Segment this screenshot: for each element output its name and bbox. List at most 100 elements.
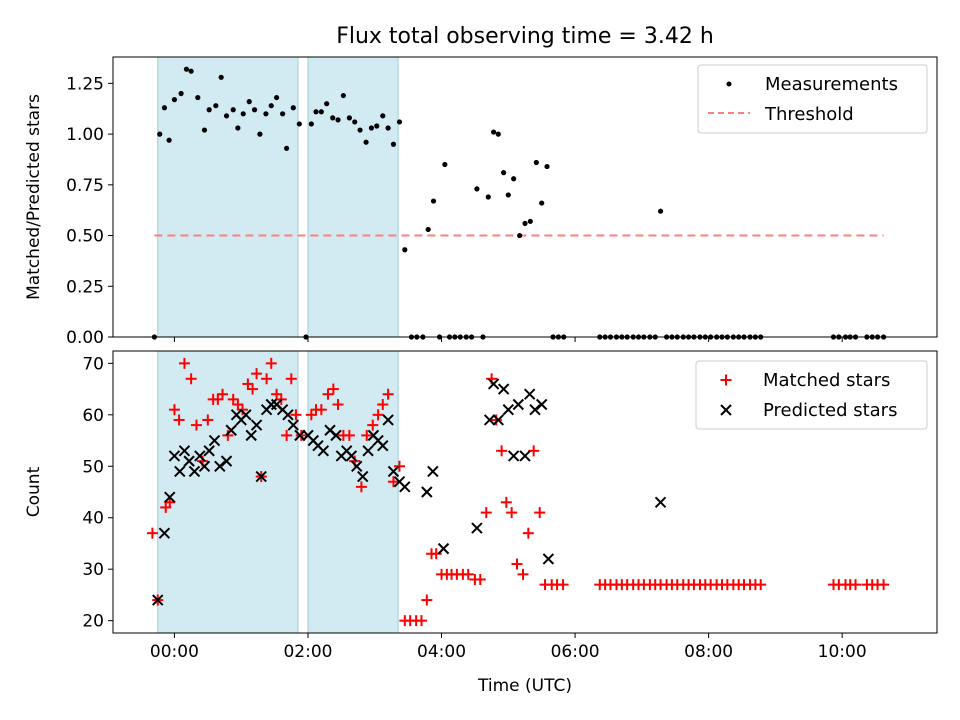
measurement-point-23	[280, 111, 286, 117]
legend-threshold-label: Threshold	[764, 104, 854, 125]
matched-point-7	[185, 373, 197, 385]
matched-point-10	[202, 414, 214, 426]
measurement-point-49	[425, 226, 431, 233]
legend-plus-glyph	[720, 374, 732, 386]
predicted-point-42	[377, 439, 389, 452]
measurement-point-17	[246, 99, 252, 105]
count-legend-box	[695, 360, 928, 430]
matched-point-26	[281, 429, 293, 441]
predicted-point-0	[152, 594, 164, 606]
y-tick-label-2: 0.50	[66, 227, 104, 247]
matched-point-39	[355, 481, 367, 493]
matched-point-13	[217, 388, 229, 400]
matched-point-3	[164, 496, 176, 508]
predicted-point-1-b	[158, 527, 171, 539]
matched-point-0	[146, 527, 158, 539]
observing-interval-0	[157, 350, 299, 634]
y-tick-label-4: 1.00	[66, 125, 104, 145]
predicted-point-54-b	[497, 383, 510, 395]
predicted-point-52-b	[487, 378, 500, 390]
ratio-legend: Measurements Threshold	[697, 64, 928, 134]
measurement-point-26	[296, 121, 302, 127]
predicted-point-12	[214, 460, 226, 472]
ratio-legend-box	[697, 64, 928, 134]
measurement-point-64	[505, 192, 511, 198]
predicted-point-4	[174, 465, 186, 478]
matched-point-59	[462, 568, 474, 580]
predicted-point-25-b	[282, 409, 294, 421]
predicted-point-62-b	[542, 553, 555, 565]
measurement-point-28	[308, 121, 314, 127]
matched-point-24	[271, 388, 283, 400]
predicted-point-19	[250, 419, 263, 431]
ratio-axes-frame	[112, 56, 938, 338]
predicted-star-points	[152, 378, 667, 606]
predicted-point-55	[502, 403, 515, 416]
predicted-point-52	[487, 378, 500, 390]
measurement-point-37	[357, 127, 363, 133]
count-y-ticks: 20 30 40 50 60 70	[82, 354, 113, 632]
matched-point-12	[212, 393, 224, 405]
ratio-panel: 0.00 0.25 0.50 0.75 1.00 1.25 Matched/Predict…	[24, 56, 938, 348]
chart-title: Flux total observing time = 3.42 h	[336, 24, 714, 49]
measurement-point-71	[544, 163, 550, 170]
predicted-point-10	[203, 445, 215, 457]
count-x-ticks: 00:00 02:00 04:00 06:00 08:00 10:00	[150, 633, 867, 662]
count-y-axis-label: Count	[24, 466, 44, 517]
measurement-point-39	[368, 125, 375, 131]
matched-point-69	[517, 568, 529, 580]
predicted-point-57	[512, 398, 525, 411]
predicted-point-2-b	[164, 491, 176, 503]
matched-point-51	[421, 594, 433, 606]
predicted-point-23-b	[270, 398, 283, 411]
predicted-point-17-b	[240, 409, 252, 421]
predicted-point-60	[529, 403, 541, 416]
predicted-point-59	[523, 388, 536, 400]
measurement-point-43	[390, 141, 397, 147]
measurement-point-5	[178, 90, 184, 97]
predicted-point-47	[421, 486, 433, 498]
y-tick-label-1: 30	[82, 560, 104, 580]
measurement-point-44	[396, 119, 403, 125]
measurement-point-70	[539, 200, 545, 206]
legend-measurements-label: Measurements	[765, 74, 898, 95]
predicted-point-13-b	[220, 455, 233, 467]
measurement-point-34	[340, 92, 346, 99]
measurement-point-62	[495, 131, 501, 137]
predicted-point-12-b	[214, 460, 226, 472]
predicted-point-9	[198, 460, 211, 472]
x-tick-label-3: 06:00	[551, 642, 600, 662]
matched-point-32	[315, 404, 327, 416]
predicted-point-63-b	[654, 496, 667, 508]
matched-point-15	[227, 393, 239, 405]
measurement-point-16	[240, 111, 246, 117]
measurement-point-1	[157, 131, 163, 137]
predicted-point-43-b	[382, 414, 394, 426]
predicted-point-49-b	[437, 542, 450, 555]
predicted-point-9-b	[198, 460, 211, 472]
predicted-point-57-b	[512, 398, 525, 411]
measurement-point-65	[511, 176, 517, 182]
matched-point-6	[178, 357, 190, 369]
measurement-point-2	[161, 105, 168, 111]
legend-matched-marker	[720, 374, 732, 386]
legend-matched-label: Matched stars	[763, 370, 890, 391]
predicted-point-3	[168, 450, 181, 462]
y-tick-label-3: 50	[82, 457, 104, 477]
measurement-point-12	[218, 74, 224, 80]
matched-point-22	[261, 373, 273, 385]
x-tick-label-5: 10:00	[818, 642, 867, 662]
predicted-point-1	[158, 527, 171, 539]
matched-point-50	[415, 615, 427, 627]
x-axis-label: Time (UTC)	[477, 676, 572, 696]
predicted-point-39	[362, 445, 374, 457]
predicted-point-10-b	[203, 445, 215, 457]
predicted-point-5	[178, 445, 191, 457]
predicted-point-48	[427, 465, 439, 478]
predicted-point-36-b	[345, 450, 358, 462]
predicted-point-11	[208, 434, 221, 447]
predicted-point-61-b	[535, 398, 548, 411]
matched-point-76	[557, 579, 569, 591]
matched-point-4	[168, 404, 180, 416]
